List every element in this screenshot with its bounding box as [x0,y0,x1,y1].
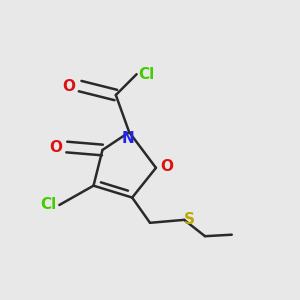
Text: O: O [63,79,76,94]
Text: O: O [160,159,173,174]
Text: O: O [49,140,62,154]
Text: Cl: Cl [138,67,154,82]
Text: N: N [121,131,134,146]
Text: S: S [184,212,195,227]
Text: Cl: Cl [40,197,56,212]
